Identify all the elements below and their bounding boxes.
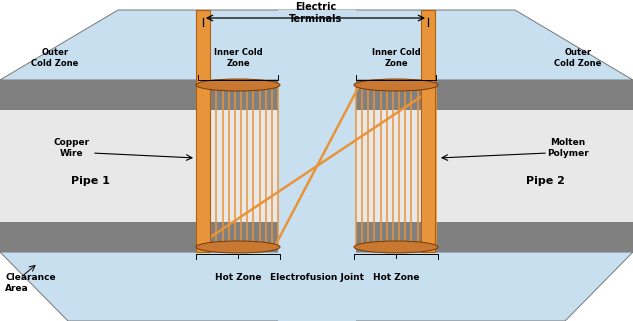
Text: Electrofusion Joint: Electrofusion Joint xyxy=(270,273,364,282)
Text: Inner Cold
Zone: Inner Cold Zone xyxy=(213,48,262,68)
Bar xyxy=(0,222,633,252)
Bar xyxy=(196,10,210,252)
Ellipse shape xyxy=(196,79,280,91)
Text: Pipe 2: Pipe 2 xyxy=(525,176,565,186)
Bar xyxy=(278,10,356,321)
Polygon shape xyxy=(0,252,633,321)
Ellipse shape xyxy=(354,241,438,253)
Text: Outer
Cold Zone: Outer Cold Zone xyxy=(555,48,602,68)
Text: Hot Zone: Hot Zone xyxy=(215,273,261,282)
Text: Outer
Cold Zone: Outer Cold Zone xyxy=(31,48,78,68)
Ellipse shape xyxy=(354,79,438,91)
Bar xyxy=(0,80,633,110)
Text: Hot Zone: Hot Zone xyxy=(373,273,419,282)
Bar xyxy=(421,10,435,252)
Text: Pipe 1: Pipe 1 xyxy=(70,176,110,186)
Text: Clearance
Area: Clearance Area xyxy=(5,273,56,293)
Text: Copper
Wire: Copper Wire xyxy=(54,138,90,158)
Polygon shape xyxy=(0,10,633,80)
Text: Electric
Terminals: Electric Terminals xyxy=(289,2,342,24)
Text: Molten
Polymer: Molten Polymer xyxy=(547,138,589,158)
Ellipse shape xyxy=(196,241,280,253)
Bar xyxy=(0,110,633,222)
Text: Inner Cold
Zone: Inner Cold Zone xyxy=(372,48,420,68)
